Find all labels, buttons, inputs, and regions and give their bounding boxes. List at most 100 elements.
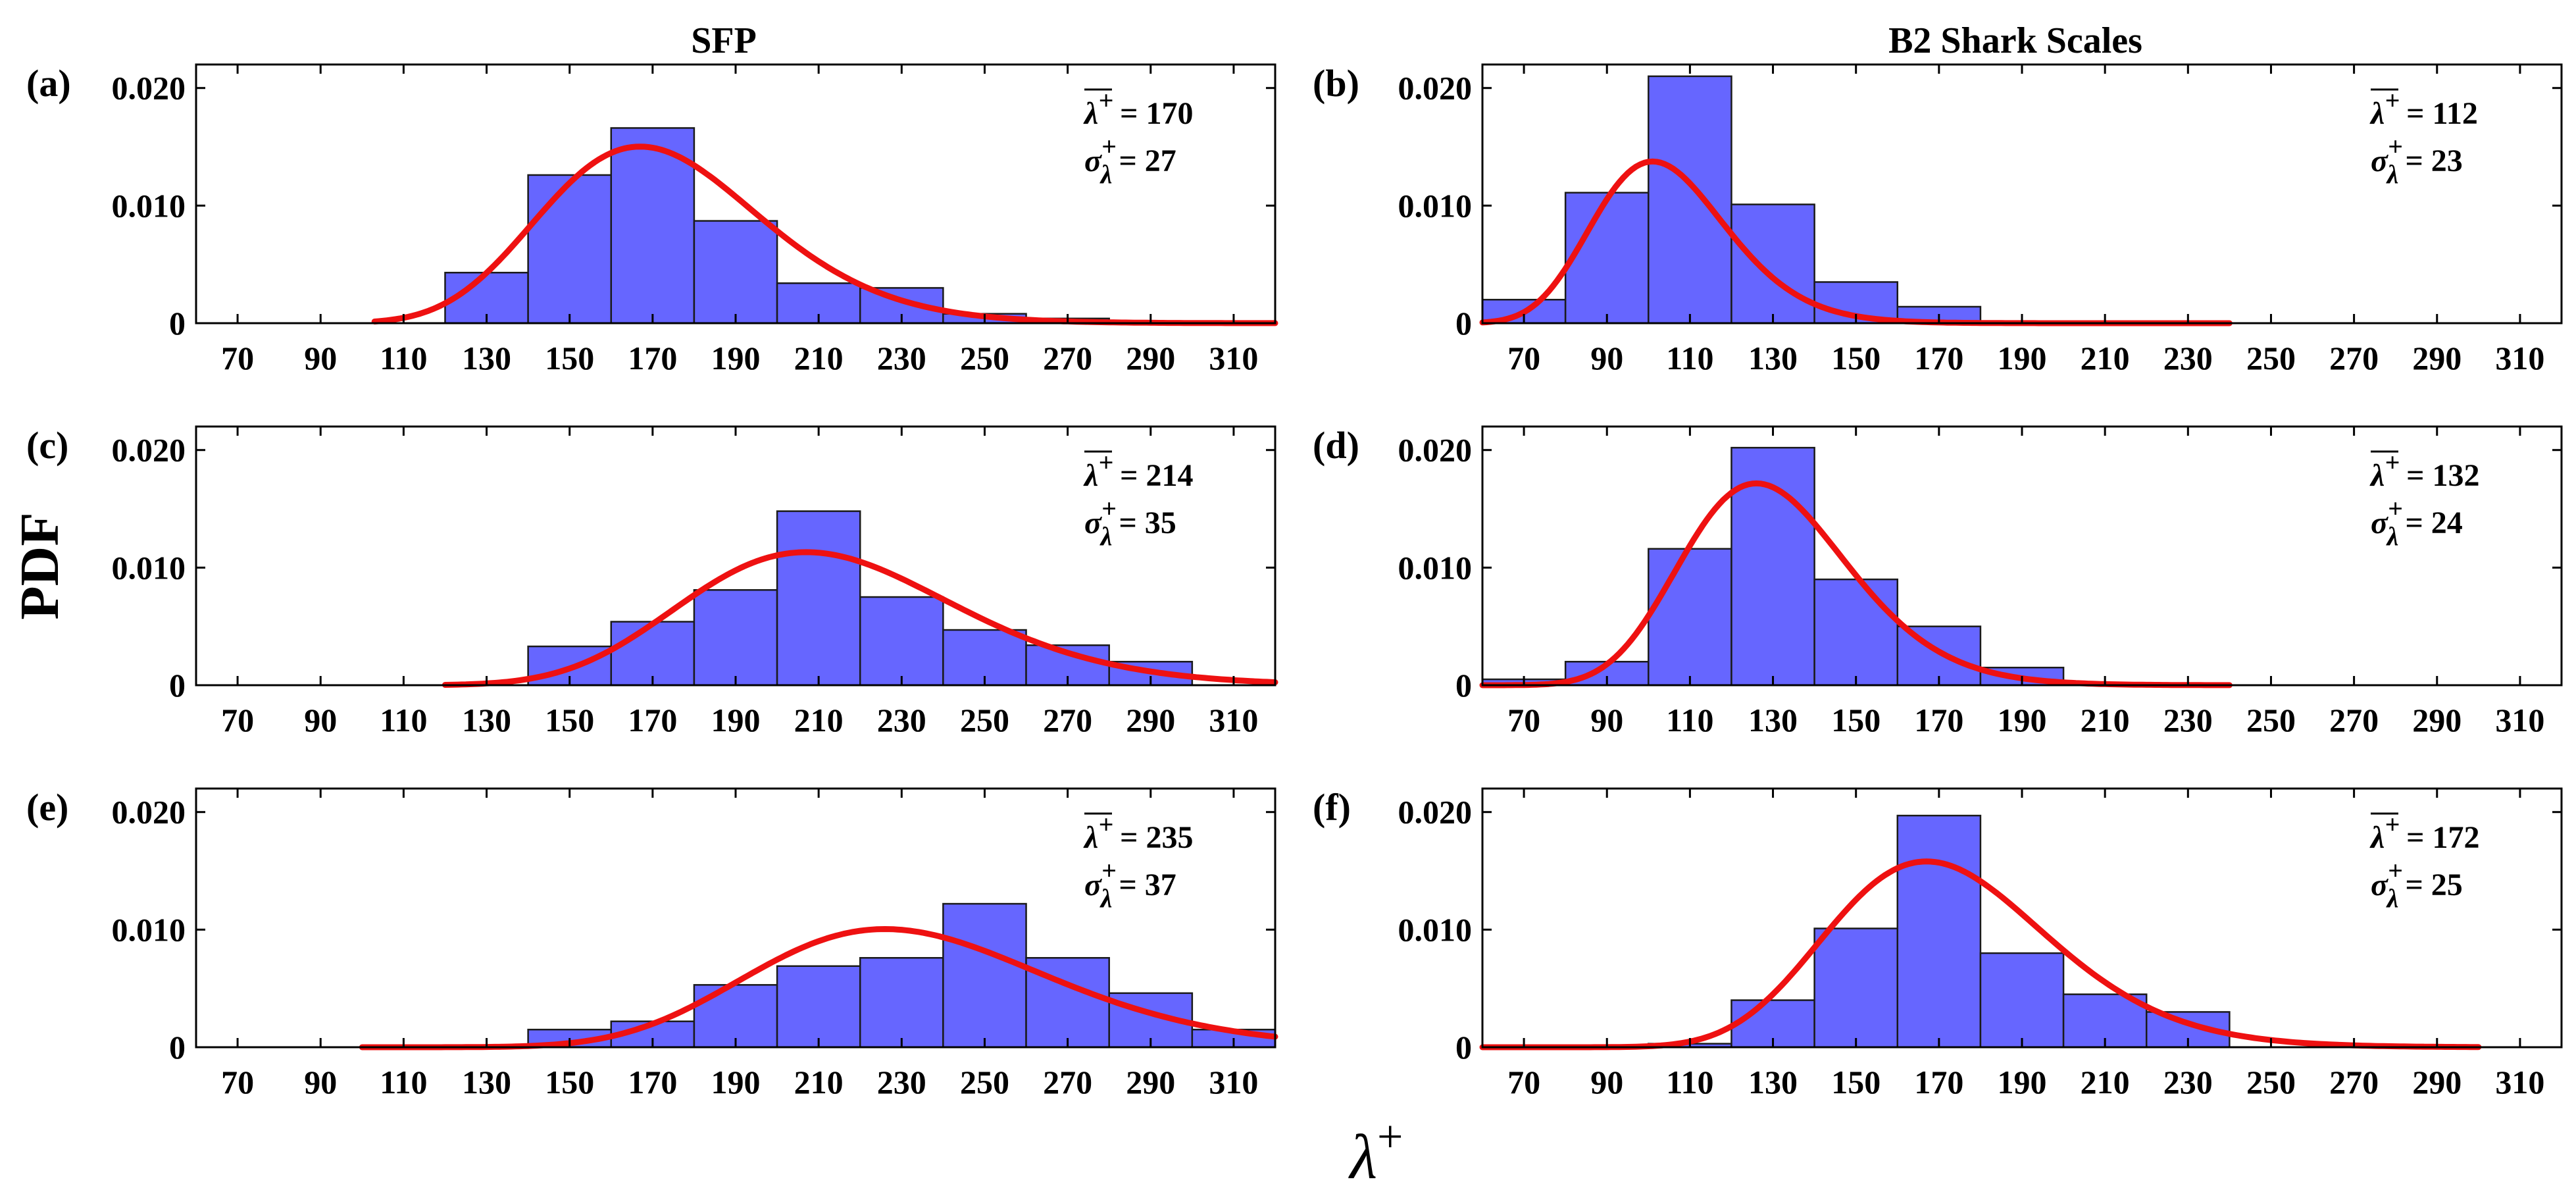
- x-tick-label: 150: [1831, 1064, 1881, 1101]
- panel-label: (a): [26, 62, 71, 105]
- x-tick-label: 250: [960, 340, 1009, 376]
- x-tick-label: 150: [545, 340, 594, 376]
- x-tick-label: 170: [628, 1064, 677, 1101]
- x-tick-label: 170: [1914, 1064, 1963, 1101]
- sigma-annotation: σ+ λ = 24: [2371, 494, 2463, 551]
- x-tick-label: 210: [794, 1064, 844, 1101]
- y-tick-label: 0.020: [112, 70, 186, 107]
- sigma-value: = 35: [1119, 506, 1176, 540]
- x-tick-label: 190: [1998, 1064, 2047, 1101]
- y-tick-label: 0.020: [112, 432, 186, 469]
- fit-curve: [442, 549, 1278, 688]
- y-tick-label: 0.020: [1398, 794, 1473, 831]
- x-tick-label: 310: [1209, 340, 1258, 376]
- mean-annotation: λ+ = 132: [2369, 448, 2479, 493]
- mean-annotation: λ+ = 235: [1083, 810, 1193, 855]
- x-tick-label: 230: [2163, 340, 2213, 376]
- x-tick-label: 290: [1126, 702, 1175, 739]
- x-tick-label: 310: [1209, 702, 1258, 739]
- x-tick-label: 230: [2163, 702, 2213, 739]
- panel-b: 70 90 110 130 150 170 190 210 230 250 270 290 310 0 0.…: [1313, 62, 2563, 376]
- x-tick-label: 290: [1126, 1064, 1175, 1101]
- y-tick-label: 0.010: [1398, 187, 1473, 224]
- y-axis-label: PDF: [9, 512, 70, 619]
- mean-annotation: λ+ = 170: [1083, 86, 1193, 131]
- x-tick-label: 310: [1209, 1064, 1258, 1101]
- x-tick-label: 290: [2412, 702, 2462, 739]
- mean-value: = 235: [1120, 820, 1193, 855]
- panel-label: (c): [26, 424, 68, 467]
- x-tick-label: 270: [2329, 340, 2379, 376]
- y-tick-label: 0: [1455, 667, 1472, 704]
- y-tick-label: 0.020: [112, 794, 186, 831]
- histogram-bar: [1648, 75, 1732, 324]
- x-tick-label: 310: [2495, 1064, 2544, 1101]
- histogram-bar: [693, 589, 778, 687]
- x-tick-label: 190: [1998, 340, 2047, 376]
- y-tick-label: 0.010: [112, 911, 186, 948]
- sigma-annotation: σ+ λ = 37: [1084, 856, 1176, 913]
- x-tick-label: 110: [380, 340, 427, 376]
- y-tick-label: 0: [169, 667, 186, 704]
- histogram-bar: [1813, 578, 1899, 687]
- histogram-bar: [693, 220, 778, 324]
- x-tick-label: 70: [1507, 1064, 1540, 1101]
- y-tick-label: 0.020: [1398, 70, 1473, 107]
- sigma-value: = 27: [1119, 143, 1176, 178]
- y-tick-label: 0.010: [112, 187, 186, 224]
- x-tick-label: 270: [1043, 340, 1092, 376]
- histogram-bar: [1730, 203, 1815, 324]
- histogram-bar: [776, 510, 861, 687]
- x-tick-label: 70: [1507, 340, 1540, 376]
- x-tick-label: 270: [1043, 1064, 1092, 1101]
- x-tick-label: 190: [711, 702, 761, 739]
- y-tick-label: 0.010: [1398, 549, 1473, 586]
- x-tick-label: 110: [380, 1064, 427, 1101]
- histogram-bar: [942, 902, 1027, 1049]
- y-tick-label: 0.010: [1398, 911, 1473, 948]
- y-tick-label: 0: [169, 305, 186, 342]
- x-tick-label: 250: [960, 702, 1009, 739]
- histogram-bar: [693, 984, 778, 1049]
- y-tick-label: 0: [169, 1029, 186, 1066]
- x-tick-label: 290: [1126, 340, 1175, 376]
- mean-value: = 112: [2406, 96, 2478, 131]
- y-tick-label: 0: [1455, 1029, 1472, 1066]
- x-tick-label: 110: [1666, 340, 1713, 376]
- x-tick-label: 230: [877, 1064, 926, 1101]
- sigma-annotation: σ+ λ = 23: [2371, 132, 2463, 189]
- panel-label: (f): [1313, 786, 1351, 829]
- column-title-sfp: SFP: [691, 20, 757, 61]
- x-tick-label: 270: [2329, 1064, 2379, 1101]
- x-tick-label: 90: [1590, 340, 1623, 376]
- mean-annotation: λ+ = 112: [2369, 86, 2478, 131]
- x-tick-label: 310: [2495, 702, 2544, 739]
- x-tick-label: 190: [711, 340, 761, 376]
- x-tick-label: 170: [628, 340, 677, 376]
- x-tick-label: 130: [1748, 1064, 1798, 1101]
- sigma-value: = 25: [2405, 868, 2462, 902]
- histogram-bar: [1896, 814, 1982, 1049]
- mean-symbol: λ: [2369, 458, 2385, 493]
- x-tick-label: 250: [2246, 1064, 2296, 1101]
- x-tick-label: 150: [545, 702, 594, 739]
- histogram-bar: [1979, 952, 2065, 1049]
- x-tick-label: 210: [794, 702, 844, 739]
- histogram-bar: [859, 956, 944, 1049]
- x-tick-label: 290: [2412, 340, 2462, 376]
- x-tick-label: 70: [221, 1064, 254, 1101]
- sigma-annotation: σ+ λ = 25: [2371, 856, 2463, 913]
- mean-annotation: λ+ = 172: [2369, 810, 2479, 855]
- y-tick-label: 0: [1455, 305, 1472, 342]
- x-tick-label: 250: [2246, 340, 2296, 376]
- mean-annotation: λ+ = 214: [1083, 448, 1193, 493]
- x-tick-label: 90: [304, 702, 337, 739]
- x-tick-label: 170: [1914, 340, 1963, 376]
- x-tick-label: 230: [877, 340, 926, 376]
- x-tick-label: 210: [2081, 702, 2130, 739]
- x-tick-label: 70: [221, 340, 254, 376]
- x-tick-label: 190: [1998, 702, 2047, 739]
- x-tick-label: 70: [221, 702, 254, 739]
- x-tick-label: 310: [2495, 340, 2544, 376]
- x-tick-label: 130: [1748, 702, 1798, 739]
